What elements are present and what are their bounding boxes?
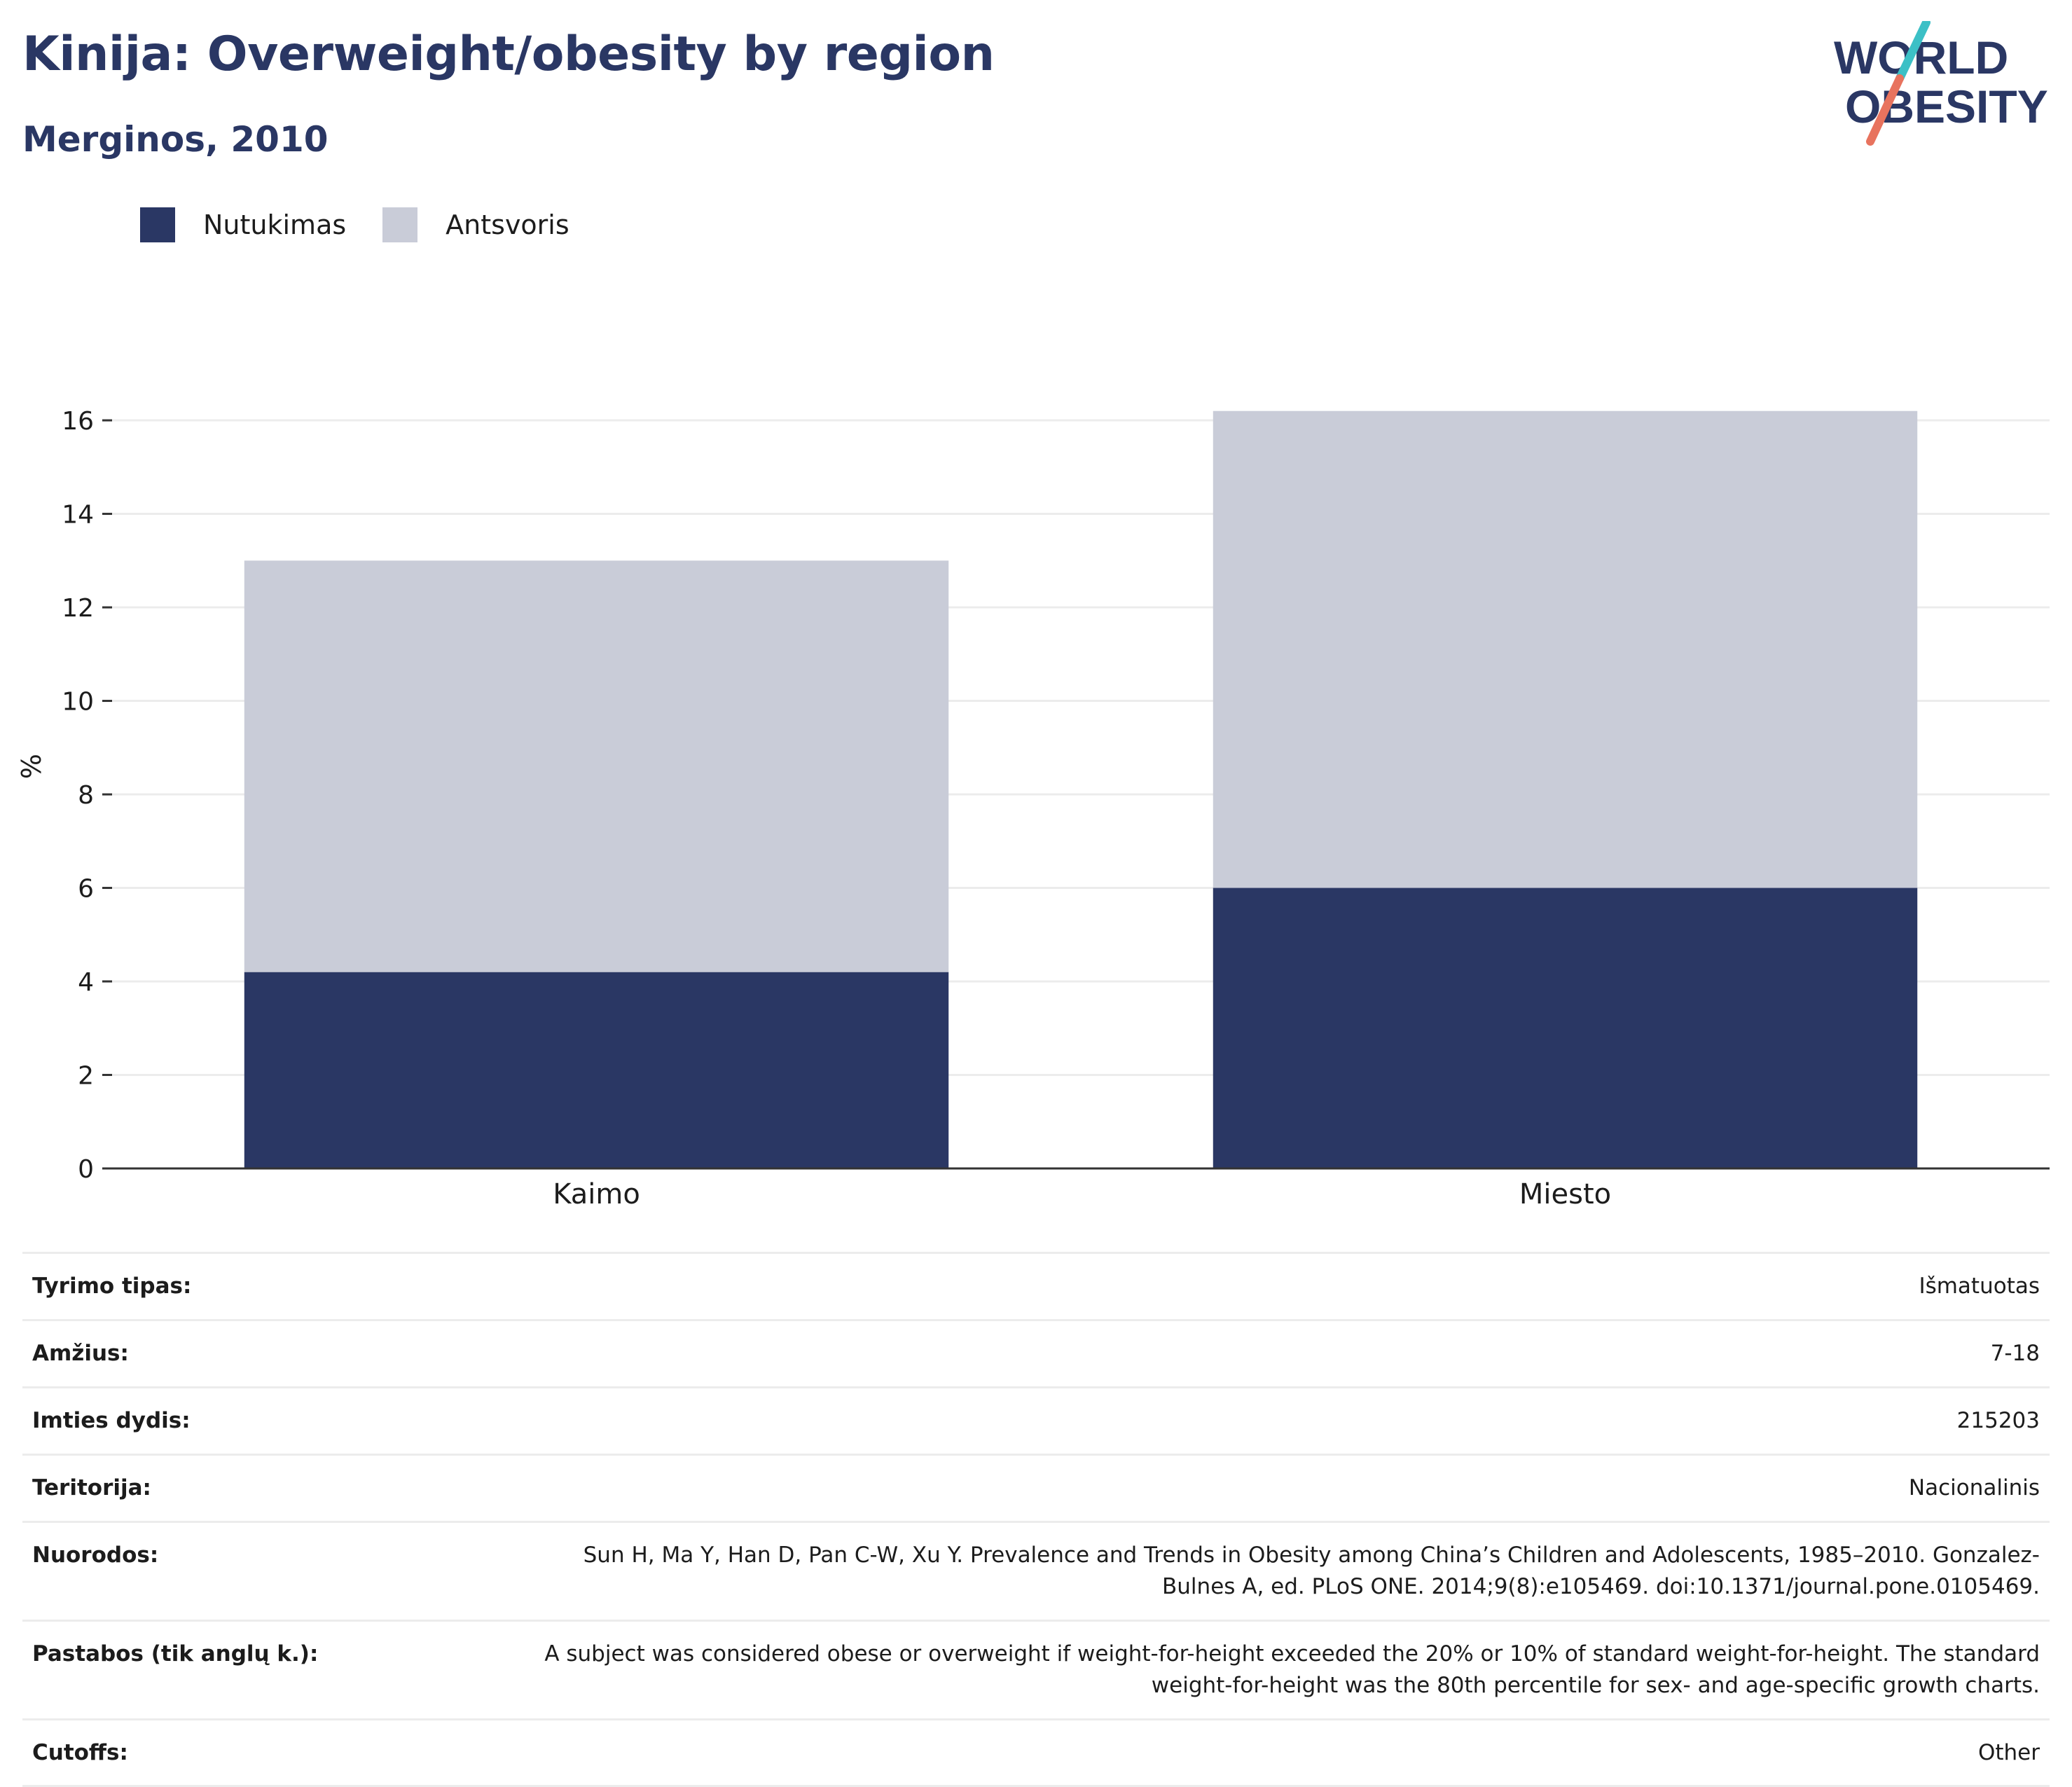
info-row: Tyrimo tipas: Išmatuotas	[22, 1252, 2050, 1321]
legend-label-overweight: Antsvoris	[446, 209, 569, 240]
y-tick-label: 2	[78, 1062, 94, 1091]
y-axis-label: %	[16, 754, 47, 779]
info-row: Pastabos (tik anglų k.): A subject was co…	[22, 1619, 2050, 1720]
info-value: A subject was considered obese or overwe…	[532, 1619, 2050, 1720]
y-tick-label: 6	[78, 875, 94, 904]
legend-item-obesity[interactable]: Nutukimas	[140, 207, 346, 242]
y-tick-label: 14	[62, 501, 94, 530]
legend-label-obesity: Nutukimas	[203, 209, 347, 240]
x-tick-label: Kaimo	[553, 1178, 640, 1210]
legend-swatch-overweight	[382, 207, 418, 242]
page-subtitle: Merginos, 2010	[22, 119, 329, 160]
y-tick-label: 12	[62, 594, 94, 623]
info-table: Tyrimo tipas: Išmatuotas Amžius: 7-18 Imties…	[22, 1252, 2050, 1787]
info-value: Išmatuotas	[532, 1252, 2050, 1321]
bar-obesity-miesto[interactable]	[1213, 888, 1918, 1168]
info-row: Nuorodos: Sun H, Ma Y, Han D, Pan C-W, Xu…	[22, 1520, 2050, 1622]
logo-slash-bottom	[1866, 74, 1904, 146]
info-label: Teritorija:	[22, 1453, 532, 1523]
info-label: Amžius:	[22, 1318, 532, 1388]
y-tick-label: 4	[78, 968, 94, 997]
info-label: Cutoffs:	[22, 1718, 532, 1787]
info-value: Sun H, Ma Y, Han D, Pan C-W, Xu Y. Preva…	[532, 1520, 2050, 1622]
y-tick-label: 16	[62, 407, 94, 436]
info-label: Pastabos (tik anglų k.):	[22, 1619, 532, 1720]
page-title: Kinija: Overweight/obesity by region	[22, 27, 995, 82]
bar-obesity-kaimo[interactable]	[244, 972, 949, 1168]
stacked-bar-chart: 0 2 4 6 8 10 12 14 16 Kaimo Miesto %	[16, 407, 2050, 1210]
bar-overweight-kaimo[interactable]	[244, 560, 949, 972]
y-tick-label: 0	[78, 1155, 94, 1184]
info-label: Tyrimo tipas:	[22, 1252, 532, 1321]
info-label: Nuorodos:	[22, 1520, 532, 1622]
y-tick-label: 8	[78, 781, 94, 810]
y-tick-label: 10	[62, 688, 94, 717]
info-row: Teritorija: Nacionalinis	[22, 1453, 2050, 1523]
info-value: Nacionalinis	[532, 1453, 2050, 1523]
info-value: Other	[532, 1718, 2050, 1787]
bar-layer	[244, 410, 1918, 1168]
info-row: Imties dydis: 215203	[22, 1386, 2050, 1456]
info-value: 215203	[532, 1386, 2050, 1456]
legend-item-overweight[interactable]: Antsvoris	[382, 207, 569, 242]
info-row: Amžius: 7-18	[22, 1318, 2050, 1388]
info-value: 7-18	[532, 1318, 2050, 1388]
world-obesity-logo: WORLD OBESITY	[1834, 21, 2048, 146]
x-tick-label: Miesto	[1519, 1178, 1611, 1210]
chart-legend: Nutukimas Antsvoris	[140, 207, 606, 242]
bar-overweight-miesto[interactable]	[1213, 410, 1918, 888]
legend-swatch-obesity	[140, 207, 175, 242]
info-row: Cutoffs: Other	[22, 1718, 2050, 1787]
info-label: Imties dydis:	[22, 1386, 532, 1456]
logo-slash-top	[1895, 21, 1931, 83]
axis-layer: 0 2 4 6 8 10 12 14 16 Kaimo Miesto	[62, 407, 2050, 1210]
